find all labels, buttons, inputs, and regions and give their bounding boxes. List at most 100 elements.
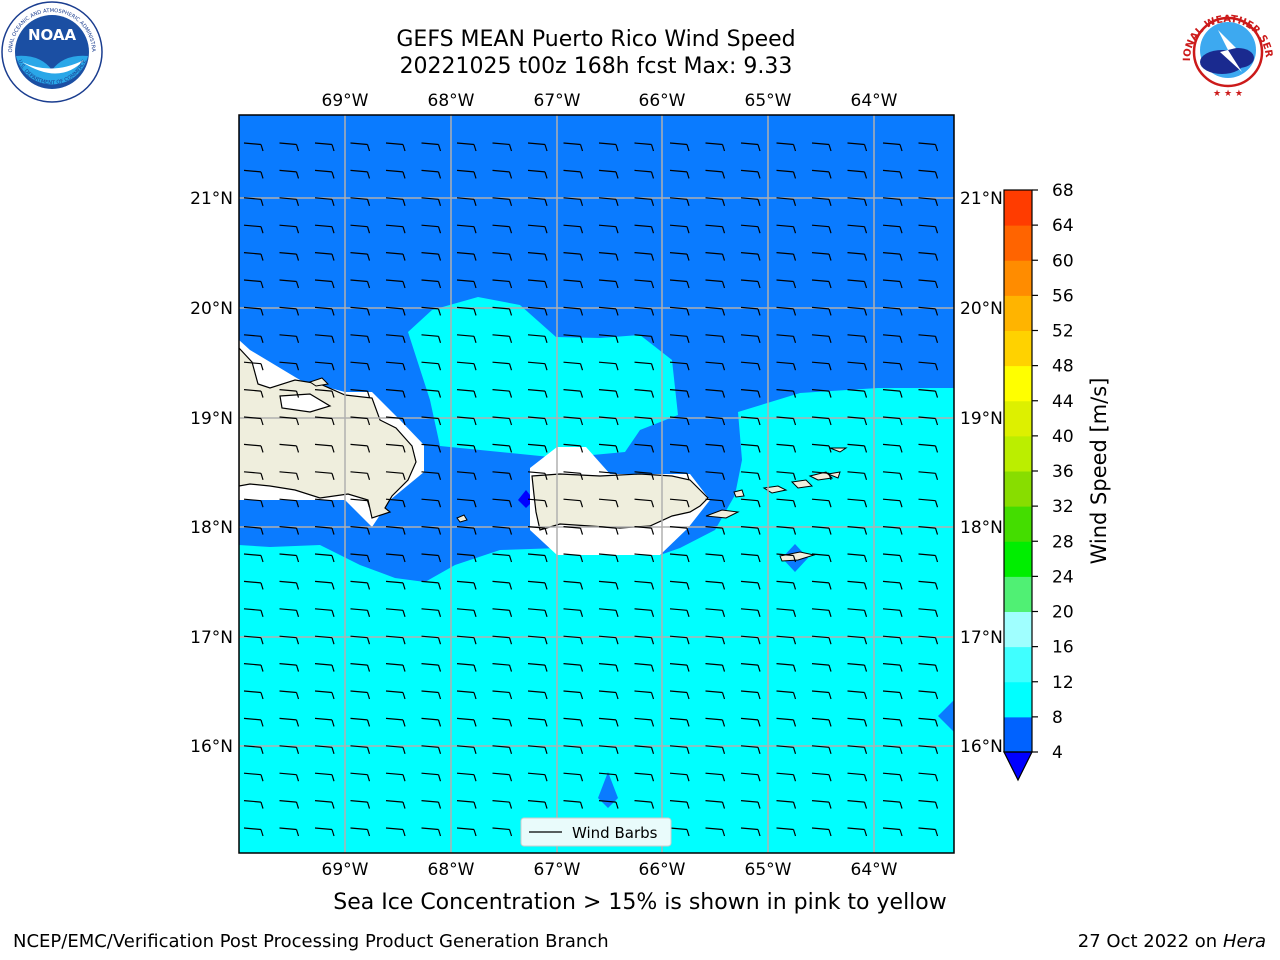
wind-barb (811, 334, 832, 343)
wind-barb (279, 416, 300, 426)
wind-barb (669, 471, 690, 480)
wind-barb (421, 142, 442, 152)
wind-barb (918, 389, 939, 398)
wind-barb (705, 224, 726, 234)
wind-barb (563, 389, 584, 398)
wind-barb (279, 827, 300, 837)
wind-barb (634, 142, 655, 152)
wind-barb (705, 772, 726, 782)
wind-barb (811, 608, 832, 617)
wind-barb (456, 389, 477, 398)
wind-barb (776, 526, 797, 535)
wind-barb (669, 608, 690, 617)
wind-barb (279, 498, 300, 508)
wind-barb (776, 142, 797, 152)
wind-barb (634, 224, 655, 234)
wind-barb (918, 471, 939, 480)
wind-barb (847, 663, 868, 672)
wind-barb (314, 361, 335, 371)
colorbar-bin (1004, 716, 1032, 753)
wind-barb (421, 279, 442, 289)
wind-barb (776, 169, 797, 179)
footer-host: Hera (1222, 931, 1266, 952)
wind-barb (811, 389, 832, 398)
wind-barb (705, 443, 726, 453)
wind-barb (847, 526, 868, 535)
colorbar-bin (1004, 225, 1032, 261)
wind-barb (634, 197, 655, 206)
longitude-label-top: 66°W (639, 91, 686, 111)
island-tortuga (308, 377, 330, 387)
wind-barb (705, 334, 726, 343)
wind-barb (456, 526, 477, 535)
wind-barb (740, 690, 761, 700)
wind-barb (847, 498, 868, 508)
wind-barb (705, 361, 726, 371)
wind-barb (740, 142, 761, 152)
wind-barb (492, 224, 513, 234)
wind-barb (563, 471, 584, 480)
wind-barb (776, 553, 797, 563)
wind-barb (350, 827, 371, 837)
wind-barb (598, 717, 619, 727)
wind-barb (243, 690, 264, 700)
wind-barb (279, 580, 300, 590)
wind-barb (882, 361, 903, 371)
wind-barb (527, 745, 548, 754)
wind-barb (350, 389, 371, 398)
wind-barb (847, 169, 868, 179)
wind-barb (421, 197, 442, 206)
colorbar-bin (1004, 435, 1032, 472)
wind-barb (598, 663, 619, 672)
noaa-logo: NOAA NATIONAL OCEANIC AND ATMOSPHERIC AD… (0, 0, 103, 103)
wind-barb (882, 252, 903, 261)
wind-barb (669, 690, 690, 700)
wind-barb (456, 443, 477, 453)
wind-barb (705, 690, 726, 700)
wind-barb (314, 224, 335, 234)
wind-barb (669, 827, 690, 837)
wind-barb (882, 471, 903, 480)
wind-barb (811, 690, 832, 700)
wind-barb (456, 498, 477, 508)
wind-barb (669, 197, 690, 206)
wind-barb (705, 553, 726, 563)
wind-barb (740, 635, 761, 645)
wind-barb (492, 717, 513, 727)
wind-barb (740, 827, 761, 837)
wind-barb (634, 252, 655, 261)
wind-barb (527, 389, 548, 398)
wind-barb (563, 717, 584, 727)
wind-barb (882, 224, 903, 234)
wind-barb (669, 389, 690, 398)
wind-barb (705, 197, 726, 206)
wind-barb (740, 252, 761, 261)
wind-barb (882, 498, 903, 508)
wind-barb (456, 608, 477, 617)
wind-barb (492, 389, 513, 398)
wind-barb (456, 635, 477, 645)
wind-barb (776, 416, 797, 426)
longitude-label-top: 67°W (534, 91, 581, 111)
colorbar-tick-label: 44 (1052, 392, 1074, 412)
wind-barb (492, 306, 513, 316)
colorbar-tick-label: 32 (1052, 497, 1074, 517)
wind-barb (527, 443, 548, 453)
wind-barb (634, 169, 655, 179)
wind-barb (882, 416, 903, 426)
map-area (239, 115, 954, 853)
wind-barb (279, 306, 300, 316)
colorbar-tick-label: 36 (1052, 462, 1074, 482)
wind-barb (527, 608, 548, 617)
wind-barb (243, 580, 264, 590)
wind-barb (527, 635, 548, 645)
wind-barb (314, 443, 335, 453)
wind-barb (350, 498, 371, 508)
wind-barb (492, 169, 513, 179)
wind-barb (918, 663, 939, 672)
wind-barb (350, 279, 371, 289)
colorbar-under-arrow (1003, 751, 1033, 782)
wind-barb (882, 800, 903, 809)
wind-barb (847, 306, 868, 316)
wind-barb (598, 608, 619, 617)
